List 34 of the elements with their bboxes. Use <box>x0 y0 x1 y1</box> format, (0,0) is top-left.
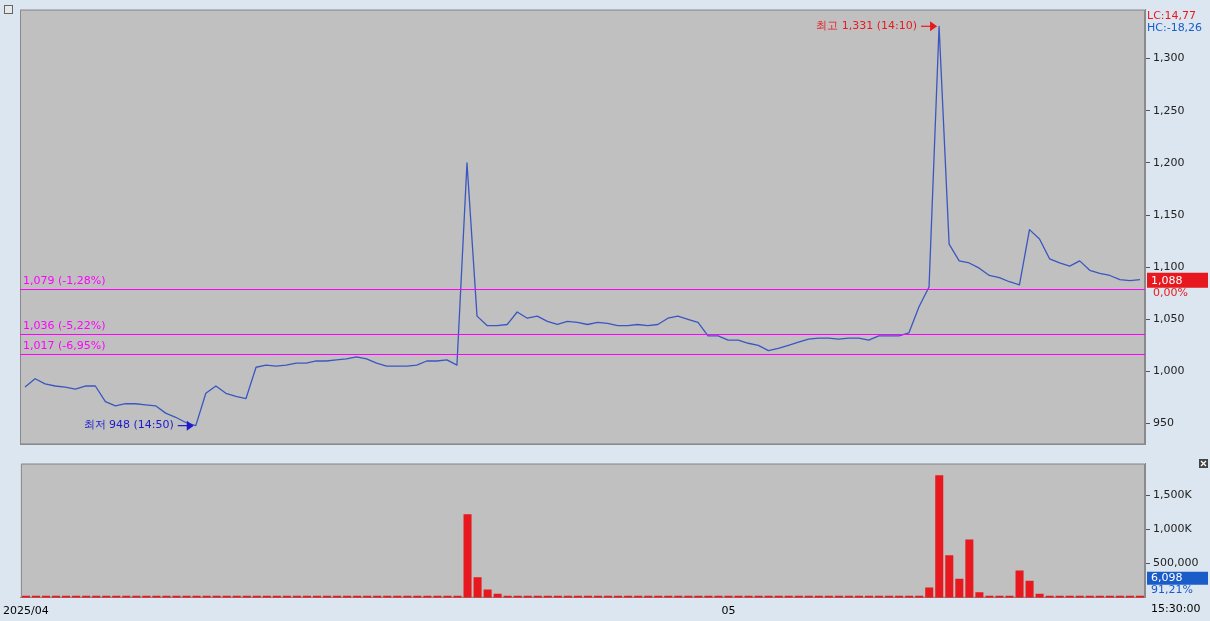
y-tick-label: 1,500K <box>1153 487 1193 501</box>
text: 1,088 <box>1151 273 1183 287</box>
ref-line-label: 1,079 (-1,28%) <box>23 273 106 287</box>
y-tick-label: 1,000K <box>1153 522 1193 536</box>
bar <box>935 475 944 598</box>
bar <box>965 539 974 598</box>
text: 91,21% <box>1151 583 1193 597</box>
text: HC:-18,26 <box>1147 20 1203 34</box>
x-tick-label: 05 <box>721 604 736 618</box>
annotation: 최고 1,331 (14:10) <box>816 19 918 33</box>
ref-line-label: 1,036 (-5,22%) <box>23 318 106 332</box>
y-tick-label: 950 <box>1153 416 1174 430</box>
text: 0,00% <box>1153 286 1188 300</box>
annotation: 최저 948 (14:50) <box>83 418 174 432</box>
y-tick-label: 1,100 <box>1153 260 1185 273</box>
bar <box>463 514 472 598</box>
y-tick-label: 500,000 <box>1153 556 1199 570</box>
text: LC:14,77 <box>1147 8 1197 22</box>
y-tick-label: 1,300 <box>1153 51 1185 65</box>
bar <box>1015 570 1024 598</box>
text: 6,098 <box>1151 571 1183 585</box>
y-tick-label: 1,250 <box>1153 103 1185 117</box>
y-tick-label: 1,000 <box>1153 364 1185 378</box>
y-tick-label: 1,200 <box>1153 155 1185 169</box>
bar <box>1025 580 1034 598</box>
bar <box>975 592 984 598</box>
ref-line-label: 1,017 (-6,95%) <box>23 338 106 352</box>
text: 15:30:00 <box>1151 602 1201 616</box>
x-tick-label: 2025/04 <box>3 604 49 618</box>
y-tick-label: 1,050 <box>1153 312 1185 326</box>
bar <box>945 555 954 598</box>
bar <box>473 577 482 598</box>
y-tick-label: 1,150 <box>1153 207 1185 221</box>
bar <box>955 578 964 598</box>
